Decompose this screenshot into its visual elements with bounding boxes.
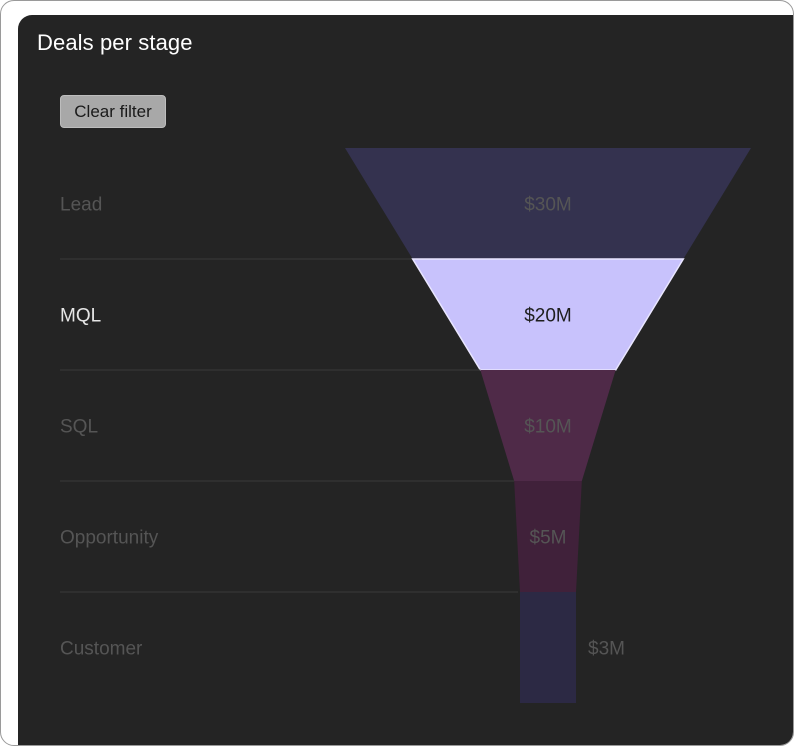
clear-filter-button[interactable]: Clear filter <box>60 95 166 128</box>
value-label-sql: $10M <box>524 417 572 438</box>
funnel-segment-mql[interactable] <box>412 259 684 370</box>
funnel-card: Deals per stage Clear filter Lead $30M MQL… <box>18 15 793 745</box>
value-label-mql: $20M <box>524 306 572 327</box>
funnel-segment-customer[interactable] <box>520 592 576 703</box>
value-label-opportunity: $5M <box>530 528 567 549</box>
stage-label-sql[interactable]: SQL <box>60 417 98 438</box>
value-label-lead: $30M <box>524 195 572 216</box>
funnel-chart: Lead $30M MQL $20M SQL $10M Opportunity $5M Cust… <box>60 148 751 703</box>
funnel-segment-opportunity[interactable] <box>514 481 582 592</box>
stage-label-mql[interactable]: MQL <box>60 306 101 327</box>
funnel-segment-sql[interactable] <box>480 370 616 481</box>
card-title: Deals per stage <box>37 30 193 55</box>
stage-label-customer[interactable]: Customer <box>60 639 143 660</box>
funnel-segment-lead[interactable] <box>345 148 751 259</box>
stage-label-opportunity[interactable]: Opportunity <box>60 528 159 549</box>
stage-label-lead[interactable]: Lead <box>60 195 102 216</box>
value-label-customer: $3M <box>588 639 625 660</box>
